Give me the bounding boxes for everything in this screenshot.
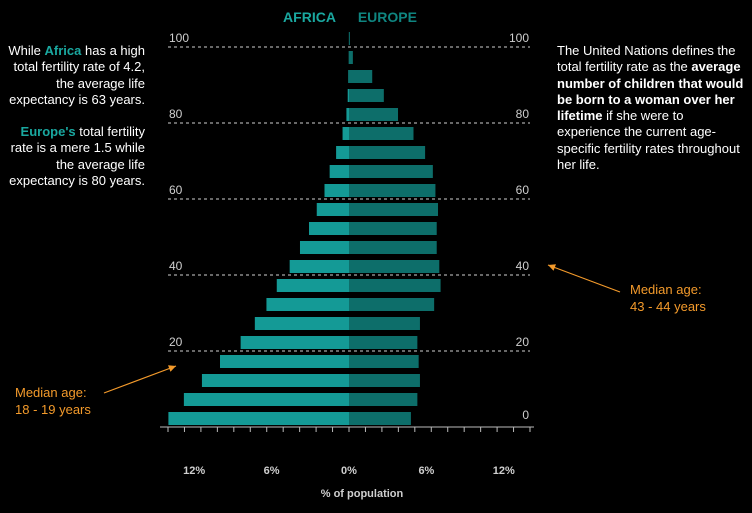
bar-europe-10-14 [349, 374, 420, 387]
definition-text-after: if she were to experience the current ag… [557, 108, 740, 173]
bar-europe-15-19 [349, 355, 419, 368]
bar-africa-35-39 [276, 279, 349, 292]
y-tick-left-80: 80 [169, 107, 183, 121]
africa-text-before: While [8, 43, 45, 58]
europe-text-after: total fertility rate is a mere 1.5 while… [9, 124, 145, 189]
y-tick-left-100: 100 [169, 31, 189, 45]
y-tick-left-20: 20 [169, 335, 183, 349]
bar-africa-55-59 [316, 203, 349, 216]
europe-median-arrow-head [548, 264, 556, 271]
bar-europe-90-94 [349, 70, 373, 83]
africa-text-after: has a high total fertility rate of 4.2, … [9, 43, 145, 107]
x-tick-label: 12% [493, 465, 515, 477]
bar-africa-50-54 [309, 222, 349, 235]
bar-africa-70-74 [336, 146, 349, 159]
africa-median-title: Median age: [15, 385, 87, 400]
x-axis-label: % of population [321, 488, 404, 500]
bar-africa-80-84 [346, 108, 349, 121]
y-tick-right-40: 40 [516, 259, 530, 273]
y-tick-left-60: 60 [169, 183, 183, 197]
europe-paragraph: Europe's total fertility rate is a mere … [0, 124, 145, 189]
africa-paragraph: While Africa has a high total fertility … [0, 43, 145, 108]
bar-europe-60-64 [349, 184, 436, 197]
bar-africa-45-49 [299, 241, 349, 254]
y-tick-right-60: 60 [516, 183, 530, 197]
bar-europe-20-24 [349, 336, 418, 349]
bar-africa-15-19 [220, 355, 349, 368]
definition-text-bold: average number of children that would be… [557, 59, 744, 124]
bar-europe-5-9 [349, 393, 418, 406]
y-tick-right-100: 100 [509, 31, 529, 45]
definition-text-before: The United Nations defines the total fer… [557, 43, 736, 75]
bar-europe-50-54 [349, 222, 437, 235]
bar-africa-75-79 [342, 127, 349, 140]
bar-africa-10-14 [201, 374, 349, 387]
right-annotation: The United Nations defines the total fer… [557, 43, 747, 173]
europe-median-callout: Median age: 43 - 44 years [630, 281, 706, 315]
y-tick-right-0: 0 [522, 408, 529, 422]
bar-europe-85-89 [349, 89, 384, 102]
bar-africa-25-29 [254, 317, 349, 330]
bar-europe-35-39 [349, 279, 441, 292]
africa-median-arrow-head [168, 365, 176, 372]
bar-europe-40-44 [349, 260, 440, 273]
left-annotation: While Africa has a high total fertility … [0, 43, 145, 205]
x-tick-label: 6% [418, 465, 434, 477]
bar-europe-25-29 [349, 317, 420, 330]
x-tick-label: 0% [341, 465, 357, 477]
bar-africa-20-24 [240, 336, 349, 349]
bar-europe-0-4 [349, 412, 411, 425]
europe-median-title: Median age: [630, 282, 702, 297]
bar-europe-75-79 [349, 127, 414, 140]
bar-europe-80-84 [349, 108, 399, 121]
legend-africa: AFRICA [283, 9, 336, 25]
bar-africa-85-89 [347, 89, 349, 102]
bar-africa-65-69 [329, 165, 349, 178]
legend: AFRICA EUROPE [0, 9, 700, 25]
europe-median-arrow-line [547, 264, 621, 293]
bar-europe-45-49 [349, 241, 437, 254]
africa-median-callout: Median age: 18 - 19 years [15, 384, 91, 418]
bar-africa-5-9 [183, 393, 349, 406]
bar-europe-55-59 [349, 203, 439, 216]
bar-europe-70-74 [349, 146, 426, 159]
europe-word: Europe's [20, 124, 76, 140]
bar-africa-0-4 [168, 412, 349, 425]
x-tick-label: 12% [183, 465, 205, 477]
europe-median-value: 43 - 44 years [630, 299, 706, 314]
y-tick-left-40: 40 [169, 259, 183, 273]
legend-europe: EUROPE [357, 9, 417, 25]
bar-europe-30-34 [349, 298, 435, 311]
africa-median-arrow-line [103, 365, 177, 394]
bar-africa-30-34 [266, 298, 349, 311]
bar-europe-100+ [349, 32, 350, 45]
bar-europe-95-99 [349, 51, 353, 64]
africa-median-value: 18 - 19 years [15, 402, 91, 417]
y-tick-right-20: 20 [516, 335, 530, 349]
bar-africa-60-64 [324, 184, 349, 197]
bar-europe-65-69 [349, 165, 433, 178]
y-tick-right-80: 80 [516, 107, 530, 121]
africa-word: Africa [44, 43, 82, 58]
x-tick-label: 6% [264, 465, 280, 477]
bar-africa-40-44 [289, 260, 349, 273]
bar-africa-90-94 [348, 70, 350, 83]
